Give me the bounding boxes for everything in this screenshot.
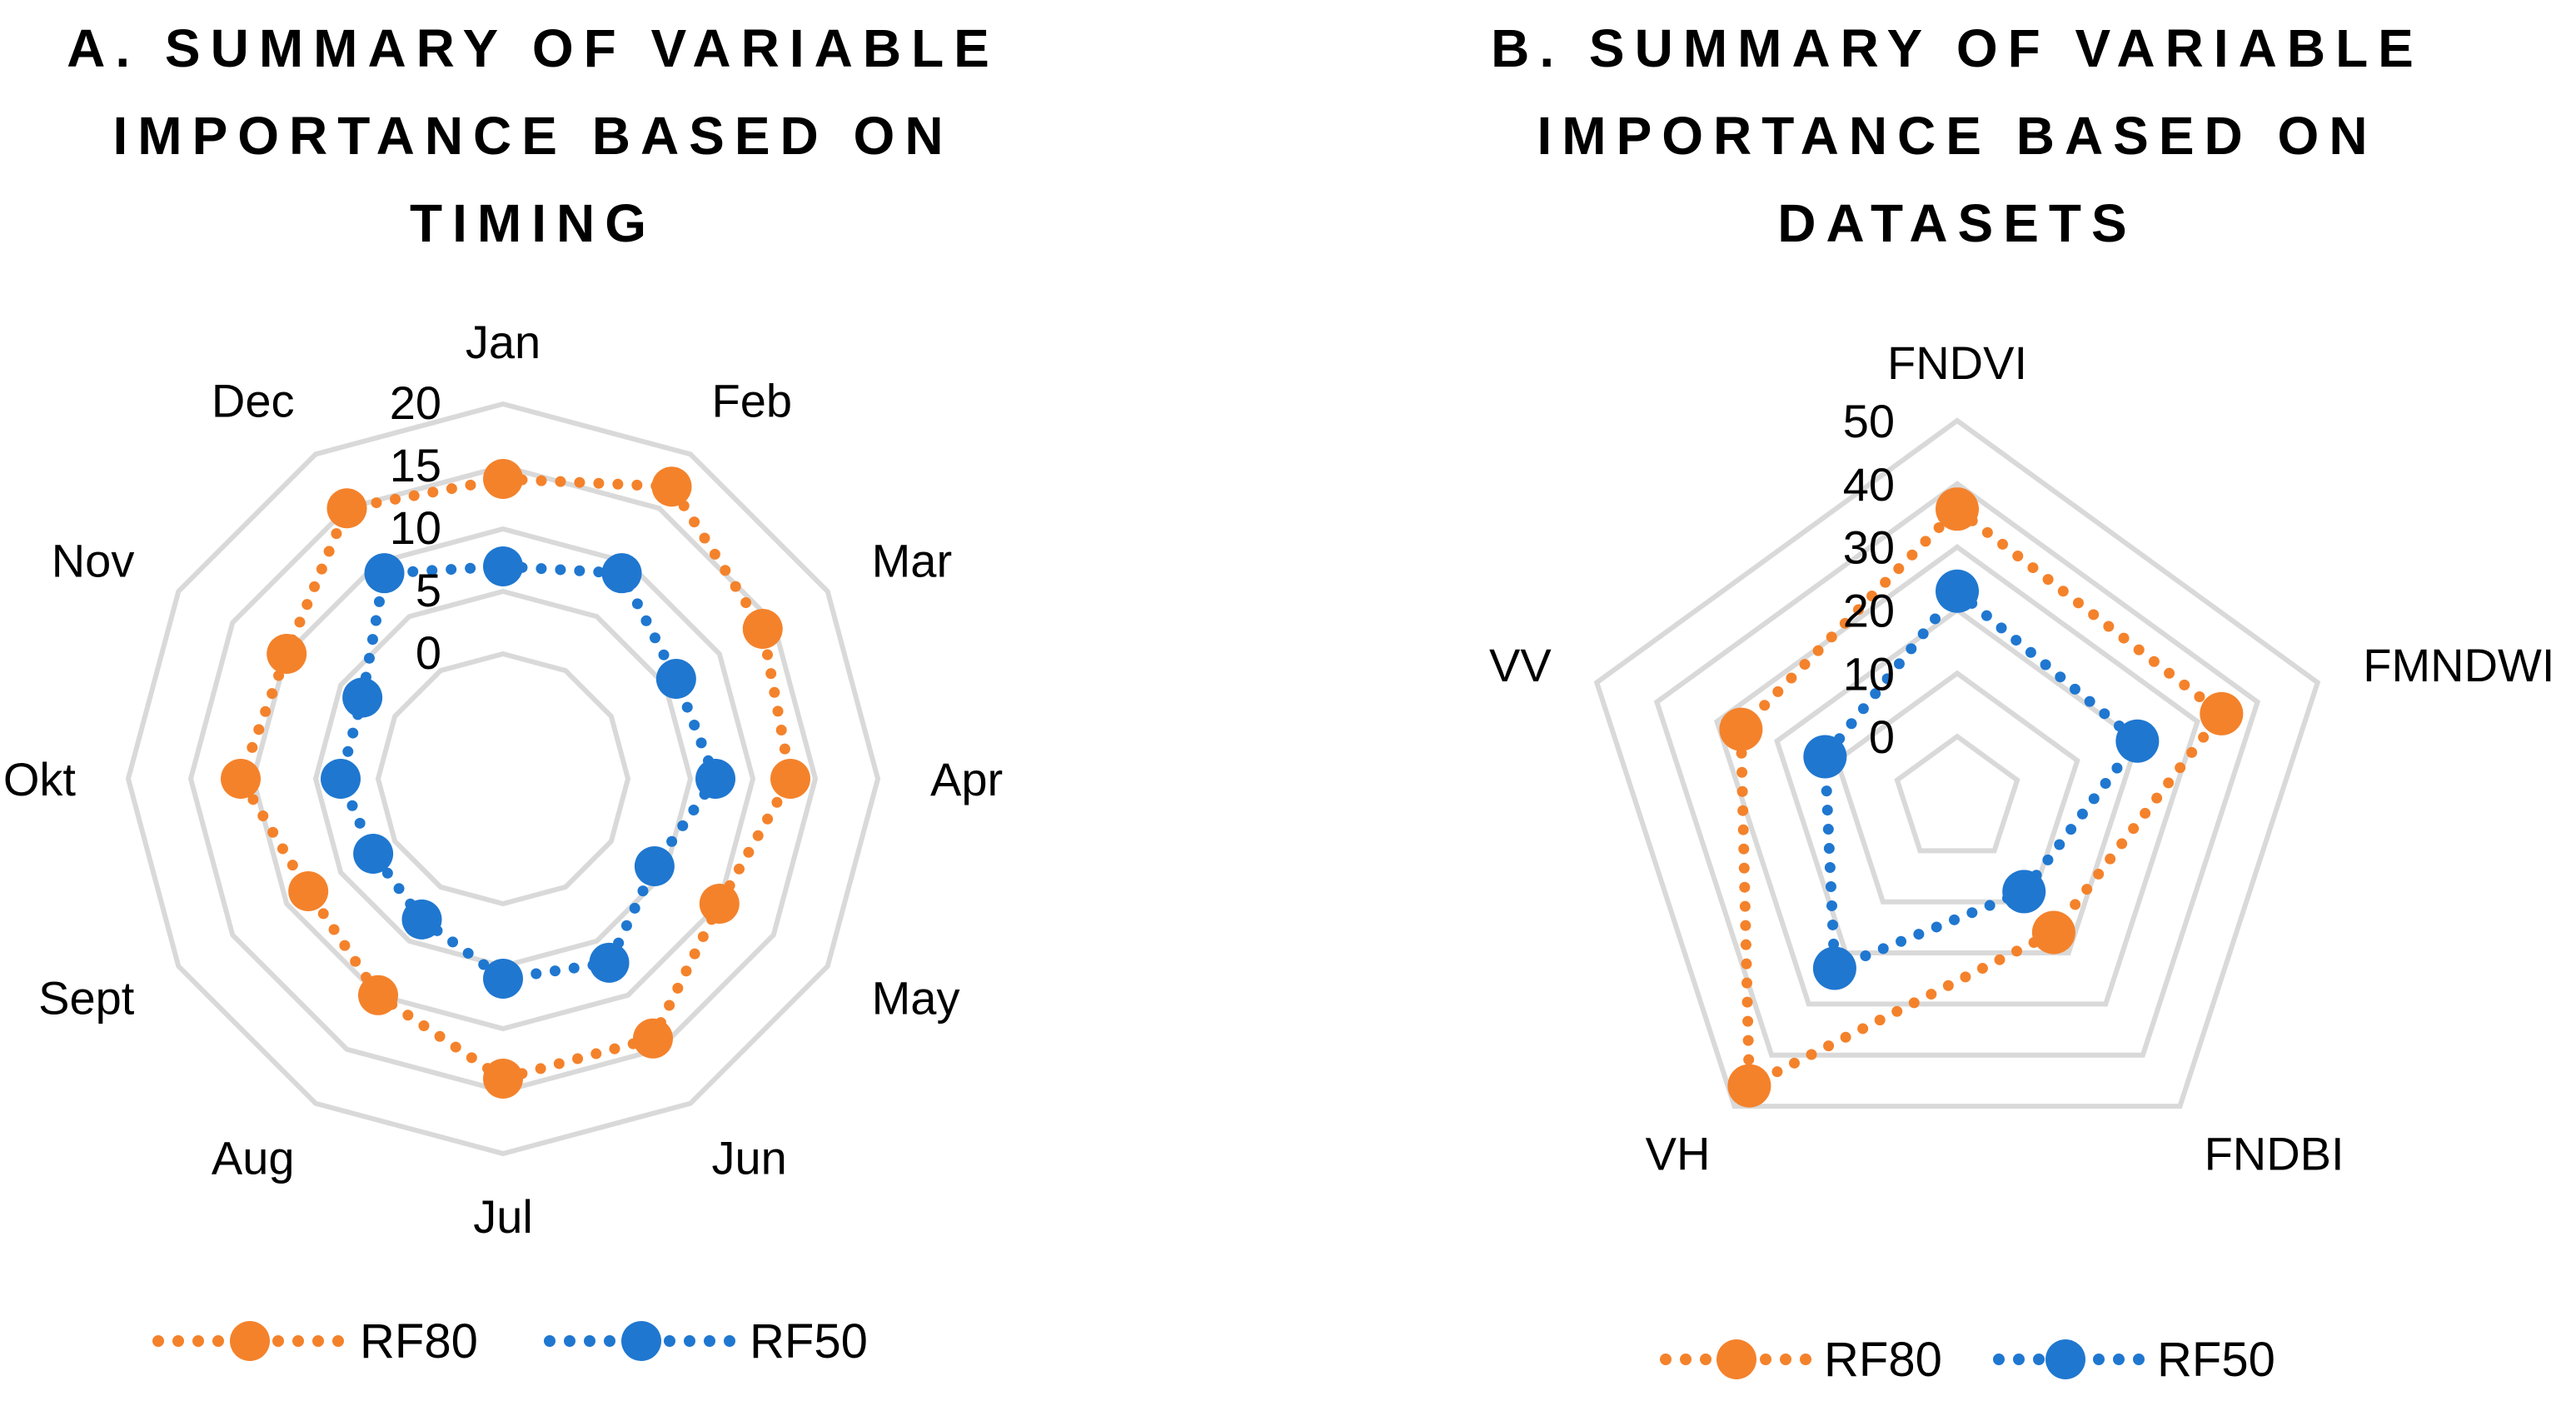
chart-a-series-rf80-point-jul [483,1059,523,1099]
chart-a-gridline-0 [375,651,631,907]
chart-b-tick-label-0: 0 [1869,710,1895,763]
chart-a-series-rf50-point-jul [483,959,523,999]
chart-a-series-rf80-point-jan [483,459,523,499]
chart-b-series [1719,487,2244,1108]
chart-b-category-label-fmndwi: FMNDWI [2363,639,2554,691]
chart-a-timing: A. SUMMARY OF VARIABLE IMPORTANCE BASED … [3,18,1003,1369]
chart-a-series-rf50-point-may [634,846,675,886]
chart-a-category-label-jan: Jan [466,316,541,368]
chart-a-gridline-20 [125,401,881,1157]
chart-b-gridline-40 [1653,481,2261,1058]
chart-a-category-labels: Jan Feb Mar Apr May Jun Jul Aug Sept Okt Nov Dec [3,316,1003,1243]
chart-a-series-rf50-point-aug [401,899,442,940]
chart-a-tick-label-15: 15 [390,439,441,491]
chart-b-category-label-fndbi: FNDBI [2205,1128,2344,1180]
chart-a-category-label-may: May [872,972,960,1025]
chart-b-gridline-20 [1774,606,2140,956]
chart-a-legend-rf80-label: RF80 [360,1314,478,1369]
chart-b-series-rf50-line [1819,583,2145,976]
chart-b-tick-labels: 0 10 20 30 40 50 [1843,395,1895,763]
chart-a-category-label-mar: Mar [872,535,952,587]
chart-b-series-rf50-point-vh [1812,946,1856,990]
chart-b-gridline-0 [1894,733,2020,854]
chart-b-series-rf50-point-vv [1803,735,1847,779]
chart-a-tick-label-10: 10 [390,501,441,554]
chart-a-series-rf80-point-okt [221,759,261,799]
chart-a-title-line-3: TIMING [410,193,656,253]
chart-a-series-rf80-point-nov [267,634,307,674]
chart-a-series-rf80-point-apr [770,759,810,799]
chart-a-series-rf80-point-dec [326,488,367,529]
chart-a-title-line-1: A. SUMMARY OF VARIABLE [67,18,999,78]
chart-b-title-line-3: DATASETS [1777,193,2136,253]
chart-b-category-label-vv: VV [1489,639,1552,691]
chart-a-category-label-jul: Jul [473,1190,533,1243]
chart-a-series-rf50-point-nov [342,677,383,718]
chart-a-category-label-apr: Apr [930,753,1003,805]
chart-b-series-rf80-point-fndbi [2031,910,2075,955]
chart-a-category-label-sept: Sept [38,972,135,1025]
chart-b-series-rf80-point-vv [1719,707,1763,751]
chart-b-tick-label-20: 20 [1843,585,1895,637]
chart-b-series-rf80-point-fndvi [1936,487,1979,531]
chart-a-series-rf50-point-dec [364,553,405,594]
chart-a-series-rf50-point-okt [321,759,361,799]
chart-b-category-label-fndvi: FNDVI [1887,337,2027,389]
chart-b-series-rf80-point-vh [1727,1064,1771,1108]
chart-a-series-rf50-point-sept [353,834,394,874]
chart-b-title-line-2: IMPORTANCE BASED ON [1537,106,2377,166]
chart-a-category-label-aug: Aug [212,1132,295,1184]
chart-a-series-rf80-point-feb [651,466,692,507]
chart-a-tick-label-5: 5 [416,564,441,616]
chart-b-category-label-vh: VH [1646,1128,1711,1180]
chart-b-title-line-1: B. SUMMARY OF VARIABLE [1491,18,2424,78]
chart-a-series-rf80-point-aug [358,975,398,1015]
chart-b-series-rf50-point-fndvi [1936,569,1979,613]
chart-a-legend-rf50-marker [544,1321,739,1361]
chart-a-series [221,459,810,1099]
chart-a-legend-rf50-label: RF50 [750,1314,868,1369]
chart-b-legend: RF80 RF50 [1660,1333,2275,1387]
chart-a-tick-label-0: 0 [416,626,441,679]
chart-b-grid [1593,417,2321,1109]
chart-a-legend: RF80 RF50 [152,1314,868,1369]
chart-b-series-rf50-point-fndbi [2002,870,2046,914]
chart-b-series-rf80-line [1735,501,2230,1094]
chart-a-legend-rf80-marker [152,1321,347,1361]
chart-b-legend-rf80-marker [1660,1339,1821,1379]
chart-a-title-line-2: IMPORTANCE BASED ON [112,106,953,166]
chart-a-series-rf50-point-mar [655,659,696,699]
chart-b-datasets: B. SUMMARY OF VARIABLE IMPORTANCE BASED … [1489,18,2554,1387]
chart-a-series-rf50-point-jun [589,942,630,983]
chart-b-legend-rf50-label: RF50 [2157,1333,2275,1387]
chart-a-series-rf80-point-mar [742,609,783,649]
chart-a-category-label-jun: Jun [712,1132,787,1184]
chart-a-series-rf50-point-apr [695,759,735,799]
chart-a-series-rf80-point-sept [288,871,329,911]
chart-b-gridline-10 [1834,670,2080,905]
chart-a-series-rf80-point-jun [633,1018,673,1059]
chart-b-category-labels: FNDVI FMNDWI FNDBI VH VV [1489,337,2554,1180]
chart-b-legend-rf50-marker [1993,1339,2155,1379]
chart-b-tick-label-50: 50 [1843,395,1895,447]
chart-b-series-rf50-point-fmndwi [2115,719,2160,763]
chart-b-series-rf80-point-fmndwi [2200,691,2244,735]
chart-a-category-label-okt: Okt [3,753,77,805]
chart-b-tick-label-10: 10 [1843,647,1895,700]
chart-a-series-rf50-point-jan [483,546,523,586]
chart-a-series-rf50-point-feb [601,553,642,594]
chart-a-category-label-nov: Nov [52,535,135,587]
chart-a-series-rf80-point-may [699,884,740,924]
chart-a-category-label-dec: Dec [212,374,295,426]
chart-b-tick-label-30: 30 [1843,521,1895,574]
chart-a-tick-label-20: 20 [390,376,441,429]
chart-a-tick-labels: 0 5 10 15 20 [390,376,441,679]
chart-a-category-label-feb: Feb [712,374,793,426]
chart-b-gridline-30 [1713,543,2201,1007]
chart-b-legend-rf80-label: RF80 [1824,1333,1942,1387]
chart-b-gridline-50 [1593,417,2321,1109]
chart-b-tick-label-40: 40 [1843,458,1895,511]
